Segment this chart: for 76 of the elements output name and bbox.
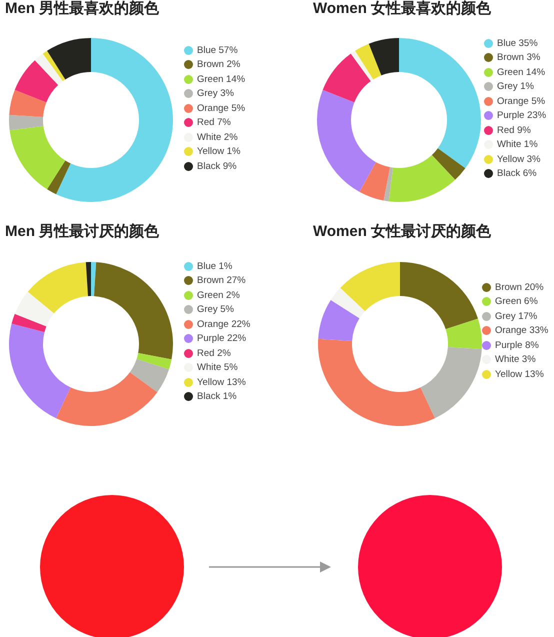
donut-slice (359, 162, 390, 201)
legend-label: White 2% (197, 132, 238, 143)
legend-label: Green 14% (197, 74, 246, 85)
donut-slice (94, 262, 173, 360)
legend-label: Grey 1% (497, 81, 534, 92)
legend-label: Green 6% (495, 296, 538, 308)
donut-slice (14, 292, 54, 326)
legend-label: White 1% (497, 139, 538, 150)
legend-label: Yellow 3% (497, 154, 540, 165)
donut-slice (317, 90, 376, 192)
legend-label: Grey 3% (197, 88, 234, 100)
donut-slice (384, 167, 393, 202)
donut-slice (56, 38, 173, 202)
legend-label: Orange 33% (495, 325, 548, 336)
legend-label: Grey 17% (495, 310, 538, 322)
legend-label: Purple 23% (497, 110, 546, 122)
donut-slice (399, 38, 481, 168)
legend-label: Black 6% (497, 168, 537, 180)
legend-label: Blue 57% (197, 44, 238, 56)
donut-slice (432, 148, 466, 180)
donut-slice (355, 44, 382, 80)
donut-slice (9, 90, 46, 117)
legend-label: Purple 22% (197, 333, 246, 344)
legend-label: Orange 5% (497, 96, 546, 107)
legend-label: Red 9% (497, 124, 531, 136)
legend-label: Black 9% (197, 160, 237, 172)
legend-label: White 3% (495, 354, 536, 366)
chart-title: Women 女性最喜欢的颜色 (313, 0, 492, 18)
legend-label: Green 2% (197, 290, 240, 301)
donut-slice (350, 50, 374, 82)
legend-label: Yellow 13% (495, 368, 544, 380)
donut-slice (136, 352, 172, 370)
donut-slice (318, 338, 435, 426)
donut-slice (42, 50, 66, 82)
donut-slice (47, 38, 91, 80)
legend-label: Blue 35% (497, 38, 538, 49)
donut-slice (400, 262, 478, 330)
donut-slice (86, 262, 91, 296)
donut-slice (47, 160, 71, 194)
donut-slice (10, 126, 66, 190)
legend-label: Brown 27% (197, 275, 246, 286)
donut-slice (330, 288, 366, 318)
legend-label: Orange 5% (197, 102, 246, 114)
legend-label: Brown 2% (197, 59, 240, 70)
donut-slice (340, 262, 400, 312)
donut-slice (56, 372, 158, 426)
legend-label: Black 1% (197, 391, 237, 402)
legend-label: Brown 3% (497, 52, 540, 64)
legend-label: Green 14% (497, 66, 546, 78)
donut-slice (446, 318, 482, 350)
donut-slice (388, 154, 456, 202)
donut-slice (91, 262, 96, 296)
legend-label: Purple 8% (495, 340, 539, 351)
legend-label: White 5% (197, 362, 238, 374)
legend-label: Brown 20% (495, 282, 544, 293)
legend-label: Yellow 1% (197, 146, 240, 158)
donut-slice (9, 324, 71, 418)
donut-slice (14, 60, 58, 102)
donut-slice (420, 347, 482, 418)
donut-slice (318, 300, 360, 341)
chart-title: Women 女性最讨厌的颜色 (313, 223, 492, 241)
legend-label: Red 7% (197, 117, 231, 128)
donut-slice (9, 114, 44, 130)
donut-slice (28, 262, 88, 314)
donut-slice (368, 38, 399, 76)
donut-slice (12, 314, 46, 332)
donut-slice (34, 54, 63, 86)
donut-slice (130, 358, 169, 392)
chart-title: Men 男性最喜欢的颜色 (5, 0, 160, 18)
legend-label: Orange 22% (197, 318, 250, 330)
legend-label: Red 2% (197, 348, 231, 359)
legend-label: Yellow 13% (197, 376, 246, 388)
chart-title: Men 男性最讨厌的颜色 (5, 223, 160, 241)
legend-label: Blue 1% (197, 260, 232, 272)
donut-slice (322, 54, 371, 102)
legend-label: Grey 5% (197, 304, 234, 316)
